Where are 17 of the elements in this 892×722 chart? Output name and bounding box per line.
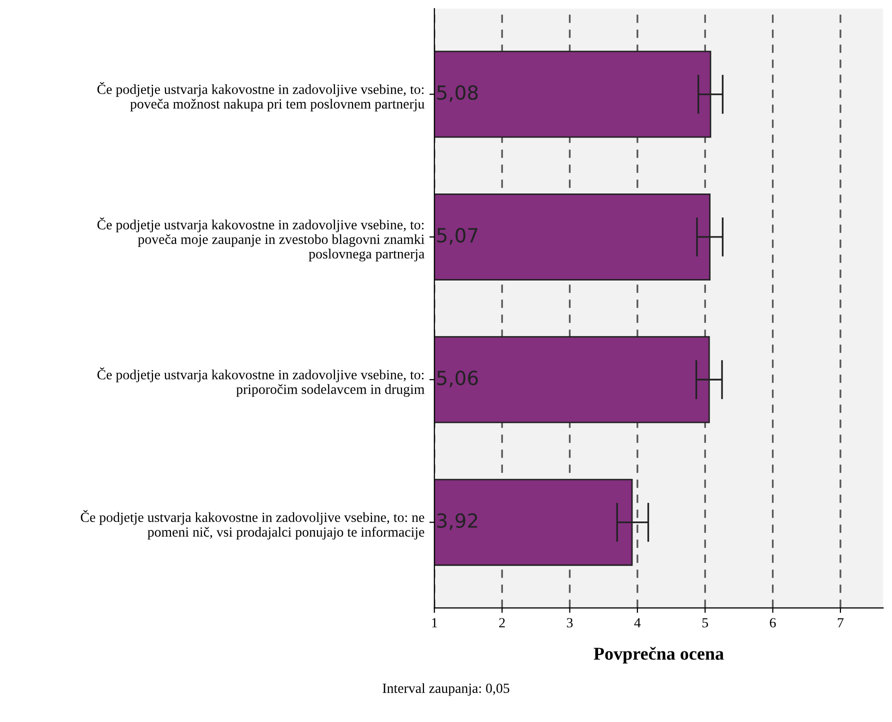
x-tick-label: 5 <box>702 618 708 628</box>
y-tick-label: Če podjetje ustvarja kakovostne in zadovoljive vsebine, to: poveča možnost nakupa pri tem poslovnem partnerju <box>97 82 424 112</box>
text: Interval zaupanja: 0,05 <box>382 683 510 696</box>
x-tick-label: 2 <box>499 618 505 628</box>
x-tick-label: 6 <box>770 618 776 628</box>
data-label: 5,08 <box>437 85 478 102</box>
x-tick-label: 3 <box>566 618 573 628</box>
x-tick-label: 4 <box>634 618 641 628</box>
x-tick-label: 7 <box>838 618 844 628</box>
data-label: 5,07 <box>437 228 478 245</box>
data-label: 3,92 <box>437 513 478 530</box>
y-tick-label: Če podjetje ustvarja kakovostne in zadovoljive vsebine, to: priporočim sodelavcem in drugim <box>97 367 424 397</box>
x-axis-title: Povprečna ocena <box>594 646 724 664</box>
y-tick-label: Če podjetje ustvarja kakovostne in zadovoljive vsebine, to: ne pomeni nič, vsi prodajalci ponujajo te informacije <box>80 510 424 540</box>
x-tick-label: 1 <box>432 618 438 628</box>
data-label: 5,06 <box>437 370 478 388</box>
y-tick-label: Če podjetje ustvarja kakovostne in zadovoljive vsebine, to: poveča moje zaupanje in zvestobo blagovni znamki poslovnega partnerja <box>97 217 424 262</box>
